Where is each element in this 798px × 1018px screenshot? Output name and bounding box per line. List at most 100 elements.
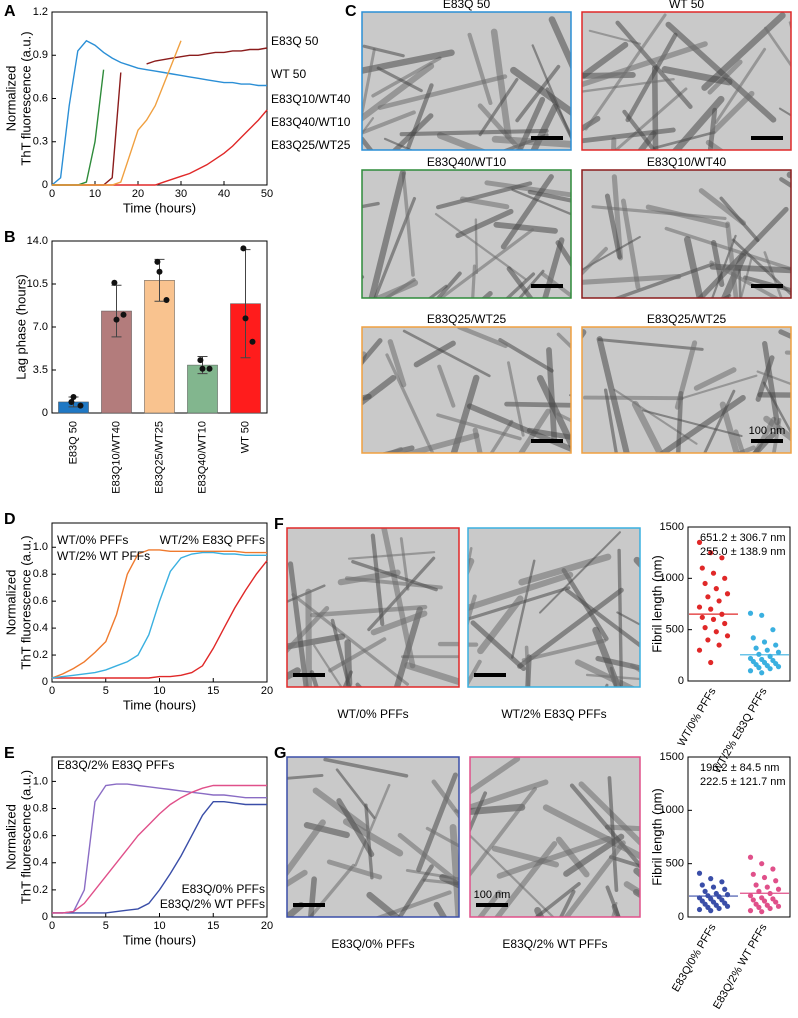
fibril <box>585 673 640 681</box>
scale-bar <box>531 439 563 443</box>
y-tick-label: 0.2 <box>33 884 48 896</box>
y-tick-label: 0.6 <box>33 830 48 842</box>
scale-bar <box>474 673 506 677</box>
fibril <box>368 170 406 298</box>
scale-bar <box>751 136 783 140</box>
data-point <box>761 639 768 645</box>
data-point <box>708 606 714 612</box>
y-tick-label: 0 <box>678 675 684 687</box>
fibril <box>362 351 367 368</box>
fibril <box>592 626 622 687</box>
data-point <box>722 620 728 627</box>
fibril <box>436 132 487 150</box>
fibril <box>707 107 718 150</box>
x-tick-label: 10 <box>89 188 101 200</box>
y-axis-label: ThT fluorescence (a.u.) <box>18 31 33 165</box>
fibril <box>565 588 640 648</box>
data-point <box>710 570 717 576</box>
y-tick-label: 0 <box>42 179 48 191</box>
data-point <box>710 884 717 890</box>
legend-entry: E83Q25/WT25 <box>271 138 351 152</box>
fibril <box>406 83 434 150</box>
fibril <box>303 822 350 839</box>
fibril <box>569 783 640 869</box>
data-line <box>52 784 267 914</box>
fibril <box>468 659 482 687</box>
y-tick-label: 0.6 <box>33 92 48 104</box>
fibril <box>374 890 452 917</box>
data-point <box>775 886 782 892</box>
category-label: E83Q40/WT10 <box>196 421 208 494</box>
data-point <box>716 642 722 648</box>
legend-entry: E83Q 50 <box>271 34 319 48</box>
fibril <box>362 275 365 280</box>
data-point <box>724 903 731 909</box>
category-label: E83Q/0% PFFs <box>670 922 719 995</box>
micrograph <box>287 757 459 917</box>
fibril <box>779 177 791 189</box>
fibril <box>591 205 727 221</box>
data-point <box>113 316 120 323</box>
fibril <box>291 593 409 686</box>
micrograph-frame <box>581 169 792 299</box>
legend-entry: WT/0% PFFs <box>57 533 128 547</box>
fibril <box>518 553 612 586</box>
y-tick-label: 7.0 <box>33 321 48 333</box>
data-line <box>51 549 267 679</box>
fibril <box>738 269 742 298</box>
fibril <box>674 340 698 410</box>
fibril <box>582 273 682 285</box>
data-point <box>764 884 770 890</box>
fibril <box>703 389 736 453</box>
fibril <box>287 819 326 877</box>
fibril <box>470 779 549 811</box>
fibril <box>672 95 725 150</box>
data-point <box>111 279 118 286</box>
data-point <box>699 614 705 620</box>
fibril <box>511 559 536 659</box>
data-line <box>52 40 182 186</box>
fibril <box>604 193 622 260</box>
fibril <box>466 403 571 453</box>
data-point <box>713 586 719 592</box>
y-tick-label: 0 <box>42 911 48 923</box>
data-point <box>724 591 731 597</box>
data-point <box>775 664 782 670</box>
fibril <box>527 189 571 203</box>
y-axis-label: Fibril length (nm) <box>649 788 664 886</box>
legend-entry: WT 50 <box>271 67 306 81</box>
fibril <box>545 87 571 141</box>
x-tick-label: 5 <box>103 920 109 932</box>
fibril <box>376 66 423 93</box>
fibril <box>611 903 621 917</box>
y-tick-label: 500 <box>666 624 684 636</box>
fibril <box>701 12 786 91</box>
data-point <box>750 871 756 877</box>
fibril <box>751 431 776 453</box>
y-tick-label: 0.9 <box>33 49 48 61</box>
fibril <box>546 347 558 442</box>
data-point <box>70 394 77 401</box>
fibril <box>385 353 435 453</box>
fibril <box>771 417 782 453</box>
data-point <box>716 598 722 604</box>
fibril <box>582 41 708 88</box>
image-caption: E83Q/0% PFFs <box>331 937 414 951</box>
image-caption: E83Q/2% WT PFFs <box>502 937 607 951</box>
x-tick-label: 50 <box>261 188 273 200</box>
fibril <box>362 44 405 58</box>
micrograph-frame <box>361 326 572 454</box>
scale-bar <box>476 903 508 907</box>
fibril <box>719 196 760 243</box>
fibril <box>436 181 533 210</box>
data-point <box>719 555 725 561</box>
micrograph-frame <box>361 169 572 299</box>
fibril <box>603 388 618 453</box>
fibril <box>387 339 407 388</box>
fibril <box>404 662 459 686</box>
data-point <box>753 645 759 651</box>
image-title: WT 50 <box>669 0 704 11</box>
fibril <box>362 338 383 366</box>
data-point <box>199 365 206 372</box>
